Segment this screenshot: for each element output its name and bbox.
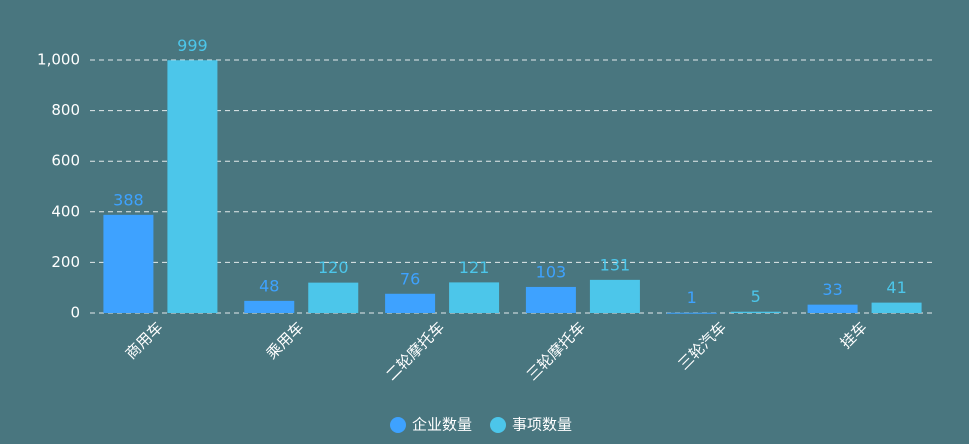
- bar: [449, 282, 500, 313]
- bar: [525, 286, 576, 313]
- y-tick-label: 400: [51, 202, 80, 220]
- bar: [103, 214, 154, 313]
- bar: [244, 300, 295, 313]
- value-label: 120: [318, 258, 349, 277]
- bar: [167, 60, 218, 314]
- bar: [807, 304, 858, 313]
- legend-marker: [490, 417, 507, 433]
- y-tick-label: 600: [51, 152, 80, 170]
- legend-marker: [390, 417, 406, 433]
- value-label: 5: [751, 287, 761, 306]
- bar: [589, 279, 640, 313]
- bar: [730, 311, 781, 313]
- x-tick-label: 挂车: [837, 318, 871, 352]
- value-label: 388: [113, 190, 144, 209]
- value-label: 131: [600, 255, 631, 274]
- value-label: 41: [886, 278, 906, 297]
- value-label: 103: [536, 262, 567, 281]
- y-tick-label: 800: [51, 101, 80, 119]
- bar: [385, 293, 436, 313]
- y-tick-label: 0: [70, 304, 80, 322]
- legend-label: 事项数量: [512, 416, 572, 434]
- bar: [308, 282, 359, 313]
- value-label: 999: [177, 36, 208, 55]
- value-label: 121: [459, 258, 490, 277]
- x-tick-label: 二轮摩托车: [382, 318, 448, 384]
- x-tick-label: 三轮汽车: [675, 318, 730, 373]
- x-tick-label: 乘用车: [263, 318, 308, 363]
- x-tick-label: 商用车: [122, 318, 167, 363]
- value-label: 33: [822, 280, 842, 299]
- y-tick-label: 1,000: [37, 51, 80, 69]
- x-tick-label: 三轮摩托车: [523, 318, 589, 384]
- y-tick-label: 200: [51, 253, 80, 271]
- value-label: 48: [259, 276, 279, 295]
- legend-label: 企业数量: [412, 416, 472, 434]
- value-label: 1: [687, 288, 697, 307]
- bar: [666, 312, 717, 314]
- value-label: 76: [400, 269, 420, 288]
- bar: [871, 302, 922, 313]
